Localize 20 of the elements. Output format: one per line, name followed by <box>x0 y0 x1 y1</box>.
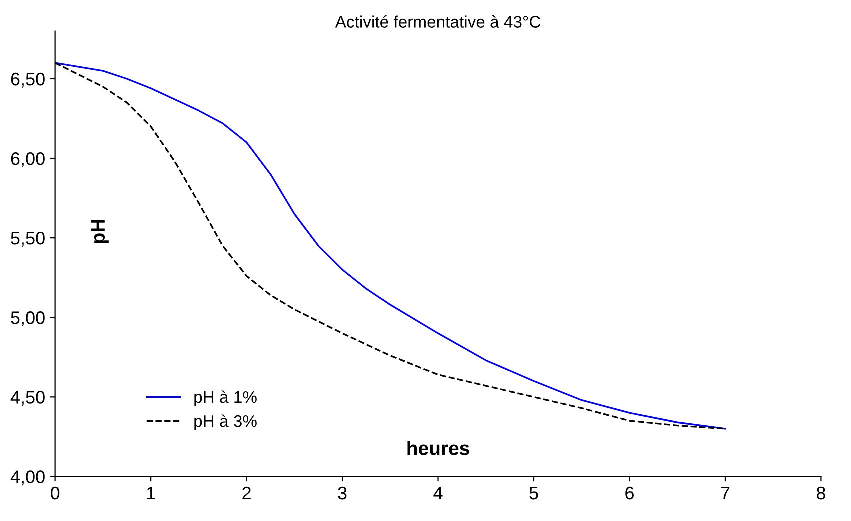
x-axis-title: heures <box>408 441 470 456</box>
y-tick-label: 6,00 <box>11 152 45 168</box>
x-tick-label: 4 <box>434 487 443 500</box>
x-tick-label: 1 <box>147 487 156 500</box>
x-tick-label: 7 <box>721 487 730 500</box>
legend-label: pH à 3% <box>194 414 257 431</box>
y-axis-title: pH <box>92 220 109 244</box>
x-tick-label: 0 <box>51 486 60 500</box>
x-tick-label: 5 <box>530 487 538 500</box>
x-tick-label: 3 <box>338 486 347 500</box>
legend-label: pH à 1% <box>194 390 257 406</box>
x-tick-label: 2 <box>242 486 251 500</box>
y-tick-label: 5,50 <box>11 232 45 247</box>
y-tick-label: 4,00 <box>10 470 45 486</box>
y-tick-label: 5,00 <box>11 312 45 326</box>
chart-title: Activité fermentative à 43°C <box>335 16 541 28</box>
y-tick-label: 6,50 <box>11 72 45 88</box>
y-tick-label: 4,50 <box>10 391 45 406</box>
x-tick-label: 8 <box>816 486 826 500</box>
x-tick-label: 6 <box>626 486 634 500</box>
